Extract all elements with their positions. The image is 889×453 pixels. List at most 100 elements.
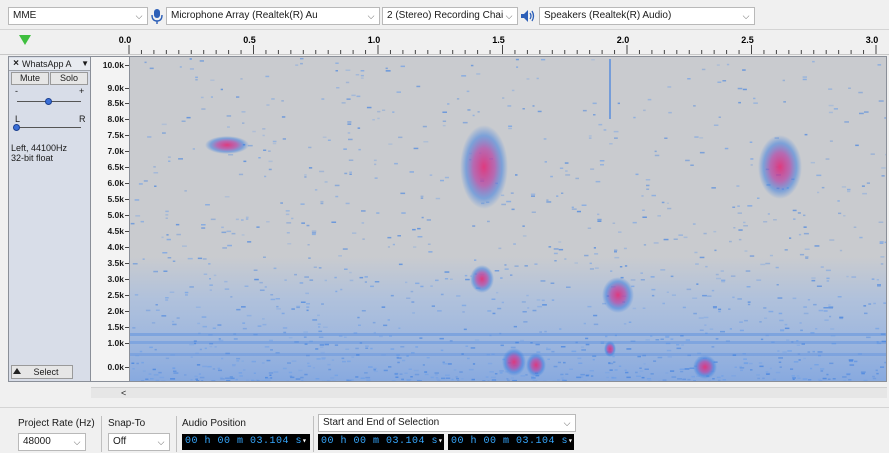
track-name-menu[interactable]: WhatsApp A [22,59,72,69]
audio-host-select[interactable]: MME ⌵ [8,7,148,25]
frequency-tick [125,367,129,368]
play-head-icon[interactable] [19,35,31,45]
chevron-down-icon: ⌵ [155,434,167,450]
timeline-label: 0.0 [119,35,132,45]
frequency-tick [125,65,129,66]
frequency-tick [125,215,129,216]
close-track-button[interactable]: × [13,58,19,69]
frequency-ruler[interactable]: 10.0k 9.0k 8.5k 8.0k 7.5k 7.0k 6.5k 6.0k 5.5k 5.0… [91,56,129,382]
frequency-label: 8.5k [107,98,124,108]
frequency-label: 1.0k [107,338,124,348]
pan-slider-knob[interactable] [13,124,20,131]
frequency-tick [125,135,129,136]
playback-device-select[interactable]: Speakers (Realtek(R) Audio) ⌵ [539,7,755,25]
project-rate-value: 48000 [23,436,51,447]
track-control-panel: × WhatsApp A ▼ Mute Solo - + L R Left, 4… [8,56,91,382]
audio-position-value: 00 h 00 m 03.104 s [185,436,303,447]
chevron-down-icon: ⌵ [133,8,145,24]
frequency-label: 6.0k [107,178,124,188]
frequency-tick [125,263,129,264]
track-format-info: Left, 44100Hz 32-bit float [11,143,68,163]
snap-to-label: Snap-To [108,418,146,429]
horizontal-scrollbar[interactable]: < [91,387,887,398]
audio-position-label: Audio Position [182,418,246,429]
frequency-label: 9.0k [107,83,124,93]
time-format-arrow-icon[interactable]: ▾ [568,437,574,446]
snap-to-value: Off [113,436,127,447]
gain-slider-knob[interactable] [45,98,52,105]
timeline-ticks: 0.0 0.5 1.0 1.5 2.0 2.5 3.0 [119,35,879,54]
frequency-label: 4.0k [107,242,124,252]
frequency-tick [125,231,129,232]
selection-end-value: 00 h 00 m 03.104 s [451,436,569,447]
frequency-tick [125,279,129,280]
frequency-label: 1.5k [107,322,124,332]
frequency-label: 8.0k [107,114,124,124]
recording-device-select[interactable]: Microphone Array (Realtek(R) Au ⌵ [166,7,380,25]
selection-start-field[interactable]: 00 h 00 m 03.104 s▾ [318,434,444,450]
pan-slider-track[interactable] [17,127,81,128]
time-format-arrow-icon[interactable]: ▾ [438,437,444,446]
pan-left-label: L [15,114,21,124]
spectrogram-image [130,57,886,381]
frequency-tick [125,311,129,312]
frequency-tick [125,247,129,248]
frequency-tick [125,327,129,328]
audio-position-field[interactable]: 00 h 00 m 03.104 s▾ [182,434,310,450]
gain-plus-label: + [79,86,85,96]
time-format-arrow-icon[interactable]: ▾ [302,437,308,446]
recording-device-value: Microphone Array (Realtek(R) Au [171,10,318,21]
toolbar-separator [101,416,102,452]
playback-device-value: Speakers (Realtek(R) Audio) [544,10,672,21]
frequency-tick [125,167,129,168]
snap-to-select[interactable]: Off ⌵ [108,433,170,451]
chevron-down-icon: ⌵ [365,8,377,24]
frequency-tick [125,103,129,104]
track-menu-arrow-icon[interactable]: ▼ [81,59,89,68]
mute-button[interactable]: Mute [11,72,49,85]
spectrogram-view[interactable] [129,56,887,382]
timeline-label: 0.5 [243,35,256,45]
toolbar-separator [176,416,177,452]
frequency-label: 7.5k [107,130,124,140]
frequency-label: 3.0k [107,274,124,284]
timeline-label: 2.5 [741,35,754,45]
frequency-label: 0.0k [107,362,124,372]
device-toolbar: MME ⌵ Microphone Array (Realtek(R) Au ⌵ … [0,0,889,30]
selection-mode-select[interactable]: Start and End of Selection ⌵ [318,414,576,432]
pan-right-label: R [79,114,86,124]
selection-end-field[interactable]: 00 h 00 m 03.104 s▾ [448,434,574,450]
frequency-label: 5.0k [107,210,124,220]
chevron-down-icon: ⌵ [740,8,752,24]
gain-minus-label: - [15,86,18,96]
frequency-label: 2.5k [107,290,124,300]
frequency-tick [125,88,129,89]
frequency-label: 3.5k [107,258,124,268]
project-rate-select[interactable]: 48000 ⌵ [18,433,86,451]
microphone-icon [151,9,163,24]
timeline-label: 3.0 [866,35,879,45]
frequency-tick [125,295,129,296]
select-track-button[interactable]: Select [11,365,73,379]
audio-host-value: MME [13,10,37,21]
solo-button[interactable]: Solo [50,72,88,85]
frequency-tick [125,151,129,152]
selection-toolbar: Project Rate (Hz) 48000 ⌵ Snap-To Off ⌵ … [0,407,889,453]
selection-start-value: 00 h 00 m 03.104 s [321,436,439,447]
timeline-label: 1.0 [368,35,381,45]
recording-channels-value: 2 (Stereo) Recording Chai [387,10,504,21]
frequency-label: 6.5k [107,162,124,172]
collapse-track-icon[interactable] [13,368,21,374]
scroll-left-arrow-icon[interactable]: < [121,388,127,398]
project-rate-label: Project Rate (Hz) [18,418,95,429]
frequency-label: 5.5k [107,194,124,204]
recording-channels-select[interactable]: 2 (Stereo) Recording Chai ⌵ [382,7,518,25]
frequency-tick [125,119,129,120]
timeline-ruler[interactable] [0,30,889,55]
frequency-label: 4.5k [107,226,124,236]
chevron-down-icon: ⌵ [561,415,573,431]
frequency-label: 10.0k [102,60,124,70]
chevron-down-icon: ⌵ [503,8,515,24]
selection-mode-value: Start and End of Selection [323,417,440,428]
chevron-down-icon: ⌵ [71,434,83,450]
